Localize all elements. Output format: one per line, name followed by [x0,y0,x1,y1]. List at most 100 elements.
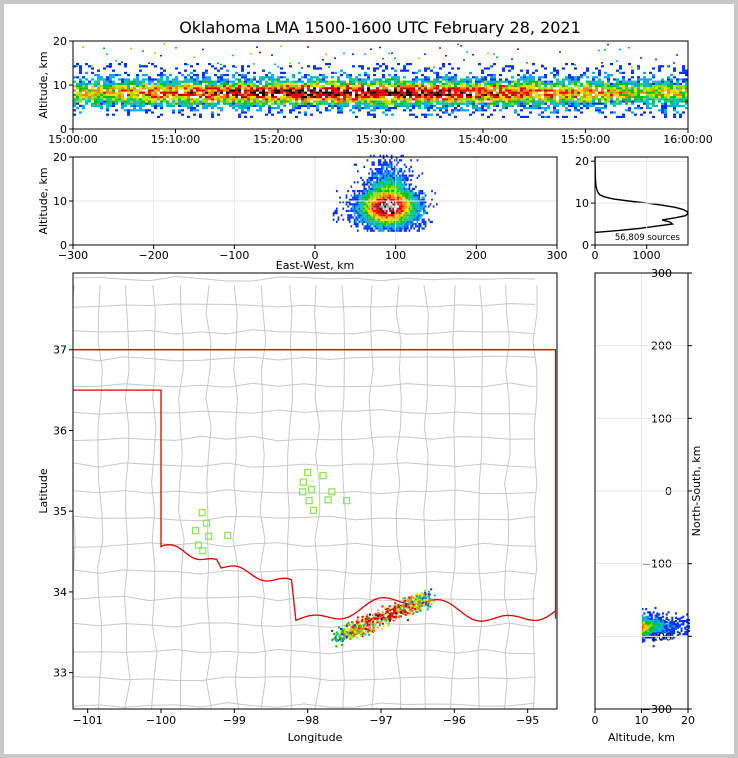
time-source-cell [676,78,679,81]
lma-station-marker [205,532,213,540]
time-source-cell [367,85,370,88]
time-source-cell [607,82,610,85]
time-source-cell [157,96,160,99]
time-source-cell [181,113,184,116]
time-source-cell [499,74,502,77]
ew-source-cell [424,209,427,212]
time-source-cell [256,96,259,99]
time-source-cell [229,96,232,99]
ew-source-cell [392,207,395,210]
plan-source-cell [351,621,354,624]
time-source-cell [427,66,429,69]
time-source-cell [400,85,403,88]
time-source-cell [337,78,340,81]
ew-source-cell [337,216,340,219]
time-source-cell [223,74,226,77]
time-source-cell [439,96,442,99]
time-source-cell [283,91,286,94]
time-source-cell [526,85,529,88]
plan-source-cell [363,623,366,626]
ew-source-cell [392,218,395,221]
plan-source-cell [381,622,384,625]
time-source-cell [211,91,214,94]
time-source-cell [307,107,310,110]
time-source-cell [148,102,151,105]
time-source-cell [571,87,574,90]
time-source-cell [163,69,166,72]
ew-source-cell [368,227,370,230]
time-source-cell [148,100,151,103]
time-source-cell [574,64,576,66]
time-source-cell [277,82,280,85]
time-source-cell [127,87,130,90]
time-source-cell [649,89,652,92]
time-source-cell [553,67,556,70]
ew-source-cell [419,192,422,195]
time-source-cell [280,82,283,85]
ew-source-cell [366,159,369,162]
time-source-cell [385,89,388,92]
time-source-cell [103,67,106,70]
time-source-cell [139,80,142,83]
ew-source-cell [356,214,359,217]
ew-source-cell [415,198,417,201]
ew-source-cell [423,218,425,221]
time-source-cell [298,98,301,101]
time-source-cell [112,96,115,99]
ew-source-cell [400,201,403,204]
time-source-cell [421,102,424,105]
ew-source-cell [384,163,387,166]
time-source-cell [259,76,262,79]
map-xtick-label: −97 [369,714,392,727]
time-source-cell [565,78,568,81]
time-source-cell [145,82,148,85]
time-source-cell [352,87,355,90]
time-source-cell [460,109,463,112]
time-source-cell [172,78,175,81]
time-source-cell [418,107,421,110]
time-source-cell [187,98,190,101]
time-source-cell [553,69,556,72]
time-source-cell [268,100,271,103]
ew-source-cell [382,214,385,217]
time-source-cell [646,78,649,81]
ew-source-cell [402,187,404,190]
time-source-cell [220,82,223,85]
time-source-cell [568,87,571,90]
time-source-cell [241,102,244,105]
ew-source-cell [371,203,374,206]
time-source-cell [271,107,274,110]
plan-source-cell [404,597,407,600]
time-source-cell [154,85,157,88]
plan-source-cell [422,595,425,598]
ew-source-cell [390,168,393,171]
ew-source-cell [394,190,396,193]
time-source-cell [298,111,301,114]
time-source-cell [622,89,625,92]
ew-source-cell [361,205,364,208]
time-source-cell [454,91,457,94]
time-source-cell [172,104,175,107]
plan-source-cell [351,630,354,633]
ew-source-cell [384,161,387,164]
time-source-cell [91,104,94,107]
ew-source-cell [356,170,359,173]
ew-source-cell [418,198,420,201]
time-source-cell [151,102,154,105]
ew-source-cell [398,198,401,201]
time-source-cell [373,113,376,116]
plan-source-cell [427,595,430,598]
time-source-cell [499,87,502,90]
time-source-cell [301,91,304,94]
time-source-cell [190,87,193,90]
ew-source-cell [395,196,398,199]
plan-source-cell [414,601,417,604]
time-source-cell [385,93,388,96]
time-source-cell [307,89,310,92]
time-source-cell [496,56,498,59]
ew-source-cell [406,216,409,219]
ew-source-cell [392,216,395,219]
time-ytick-label: 10 [53,79,67,92]
time-source-cell [403,82,406,85]
time-source-cell [331,104,334,107]
